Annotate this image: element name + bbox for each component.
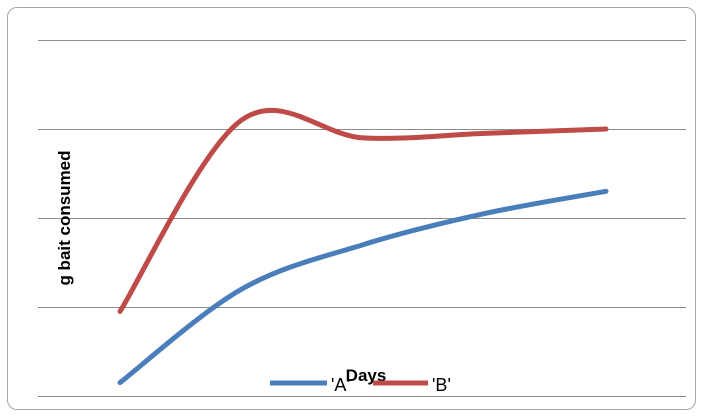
legend-label-2: 'B': [432, 375, 451, 395]
gridlines: [38, 40, 686, 397]
series-layer: [117, 107, 609, 386]
legend-label-1: 'A': [331, 375, 350, 395]
series-line-2: [117, 107, 609, 314]
y-axis-label: g bait consumed: [55, 150, 74, 285]
legend: 'A' 'B': [270, 375, 451, 395]
x-axis-label: Days: [346, 366, 387, 385]
series-line-1: [117, 188, 609, 386]
chart-area: [7, 7, 696, 410]
